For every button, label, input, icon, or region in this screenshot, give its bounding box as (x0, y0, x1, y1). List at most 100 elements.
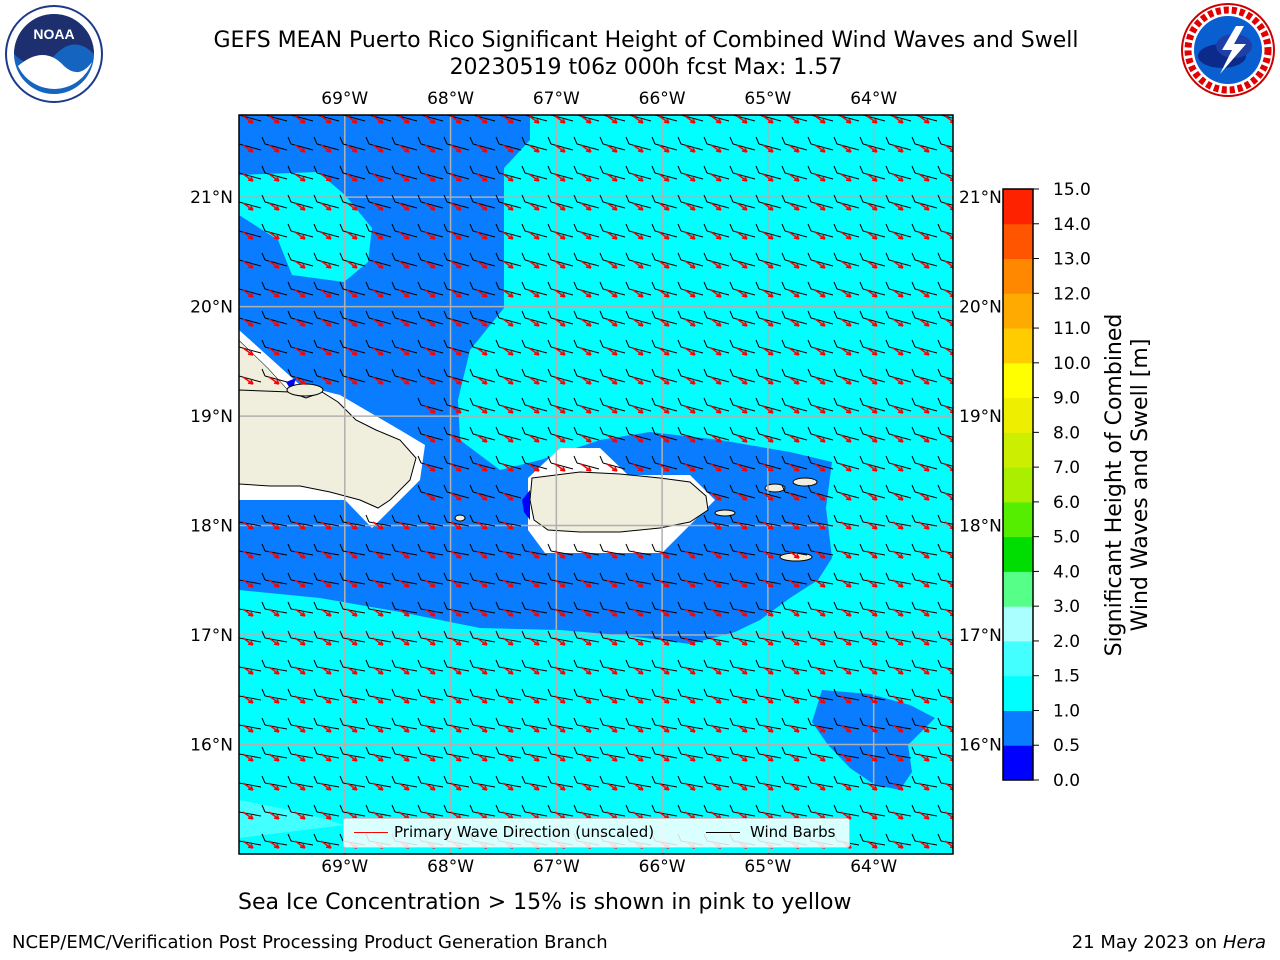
wave-arrow-452 (710, 608, 722, 617)
wave-arrow-513 (840, 666, 852, 675)
wind-barb-264 (547, 368, 574, 383)
wind-barb-265 (573, 368, 600, 383)
wave-arrow-428 (814, 579, 826, 588)
wind-barb-315 (781, 426, 808, 441)
wave-arrow-424 (710, 579, 722, 588)
wave-arrow-526 (450, 695, 462, 704)
wave-arrow-435 (268, 608, 280, 617)
wind-barb-338 (833, 455, 860, 470)
wave-arrow-374 (866, 521, 878, 530)
wind-barb-145 (365, 252, 392, 267)
wave-arrow-135 (840, 231, 852, 240)
wave-arrow-2 (294, 115, 306, 124)
wave-arrow-313 (736, 434, 748, 443)
wind-barb-241 (677, 339, 704, 354)
wave-arrow-253 (268, 376, 280, 385)
wind-barb-187 (729, 281, 756, 296)
wave-arrow-487 (892, 637, 904, 646)
wave-arrow-169 (268, 289, 280, 298)
wave-arrow-386 (450, 550, 462, 559)
wind-barb-46 (703, 136, 730, 151)
wave-arrow-599 (892, 753, 904, 762)
wave-arrow-620 (710, 782, 722, 791)
wave-arrow-80 (866, 173, 878, 182)
wind-barb-285 (547, 397, 574, 412)
wave-arrow-241 (684, 347, 696, 356)
wave-arrow-173 (372, 289, 384, 298)
wind-barb-63 (417, 165, 444, 180)
wind-barb-227 (313, 339, 340, 354)
wave-arrow-541 (840, 695, 852, 704)
wave-arrow-410 (346, 579, 358, 588)
wind-barb-127 (625, 223, 652, 238)
wave-arrow-624 (814, 782, 826, 791)
lon-tick-label: 67°W (533, 857, 580, 877)
wind-barb-215 (729, 310, 756, 325)
wind-barb-317 (833, 426, 860, 441)
wave-arrow-396 (710, 550, 722, 559)
colorbar-tick-label: 11.0 (1053, 319, 1091, 339)
wave-arrow-26 (918, 115, 930, 124)
wave-arrow-49 (788, 144, 800, 153)
wave-arrow-176 (450, 289, 462, 298)
wave-arrow-631 (268, 811, 280, 820)
wave-arrow-314 (762, 434, 774, 443)
wave-arrow-500 (502, 666, 514, 675)
wave-arrow-102 (710, 202, 722, 211)
lat-tick-label: 17°N (959, 626, 1002, 646)
wind-barb-157 (677, 252, 704, 267)
map-area (239, 115, 953, 854)
wave-arrow-197 (268, 318, 280, 327)
wind-barb-80 (859, 165, 886, 180)
wave-arrow-479 (684, 637, 696, 646)
wind-barb-152 (547, 252, 574, 267)
wave-arrow-392 (606, 550, 618, 559)
wave-arrow-439 (372, 608, 384, 617)
wave-arrow-127 (632, 231, 644, 240)
wave-arrow-442 (450, 608, 462, 617)
wind-barb-149 (469, 252, 496, 267)
wave-arrow-271 (736, 376, 748, 385)
wave-arrow-371 (788, 521, 800, 530)
wave-arrow-511 (788, 666, 800, 675)
lat-tick-label: 19°N (959, 407, 1002, 427)
wave-arrow-17 (684, 115, 696, 124)
wave-arrow-6 (398, 115, 410, 124)
wave-arrow-137 (892, 231, 904, 240)
wind-barb-126 (599, 223, 626, 238)
wind-barb-294 (781, 397, 808, 412)
colorbar-swatch-4 (1003, 606, 1033, 642)
wave-arrow-275 (840, 376, 852, 385)
wave-arrow-610 (450, 782, 462, 791)
wind-barb-221 (885, 310, 912, 325)
footer-date: 21 May 2023 on Hera (1071, 932, 1266, 953)
wind-barb-267 (625, 368, 652, 383)
wind-barb-276 (859, 368, 886, 383)
wind-barb-108 (859, 194, 886, 209)
wind-barb-65 (469, 165, 496, 180)
wave-arrow-164 (866, 260, 878, 269)
colorbar-tick-label: 2.0 (1053, 632, 1080, 652)
wind-barb-339 (859, 455, 886, 470)
wave-arrow-633 (320, 811, 332, 820)
wave-arrow-143 (320, 260, 332, 269)
wave-arrow-289 (658, 405, 670, 414)
wave-arrow-412 (398, 579, 410, 588)
wind-barb-28 (239, 142, 262, 151)
wind-barb-33 (365, 136, 392, 151)
wind-barb-71 (625, 165, 652, 180)
wave-arrow-387 (476, 550, 488, 559)
wave-arrow-70 (606, 173, 618, 182)
wave-arrow-538 (762, 695, 774, 704)
wind-barb-98 (599, 194, 626, 209)
wave-arrow-497 (424, 666, 436, 675)
wave-arrow-303 (476, 434, 488, 443)
wave-arrow-400 (814, 550, 826, 559)
wind-barb-319 (885, 426, 912, 441)
wind-barb-116 (339, 223, 366, 238)
wind-barb-54 (911, 136, 938, 151)
wind-barb-47 (729, 136, 756, 151)
wave-arrow-117 (372, 231, 384, 240)
wind-barb-271 (729, 368, 756, 383)
wind-barb-12 (550, 115, 574, 122)
